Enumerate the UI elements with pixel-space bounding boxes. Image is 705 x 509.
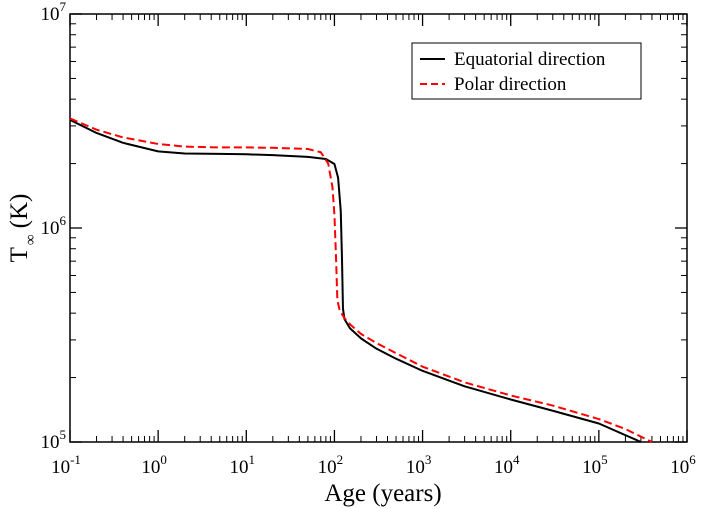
series-layer (69, 117, 653, 443)
x-tick-base: 10 (230, 457, 249, 478)
y-axis-label-main: T (6, 247, 33, 262)
y-axis-label: T ∞ (K) (6, 194, 39, 263)
x-tick-exponent: 2 (337, 452, 344, 467)
x-tick-label: 106 (670, 452, 696, 478)
y-axis-label-unit: (K) (6, 194, 33, 229)
x-tick-exponent: 4 (513, 452, 520, 467)
y-tick-base: 10 (41, 4, 60, 25)
x-tick-labels: 10-1 100 101 102 103 104 105 106 (51, 452, 696, 478)
svg-text:T∞(K): T ∞ (K) (6, 194, 39, 263)
minor-ticks (70, 14, 687, 442)
x-tick-label: 10-1 (51, 452, 81, 478)
x-tick-exponent: 1 (249, 452, 256, 467)
x-tick-label: 101 (230, 452, 255, 478)
x-tick-exponent: 0 (160, 452, 167, 467)
y-tick-label: 105 (41, 427, 67, 453)
x-tick-label: 102 (318, 452, 344, 478)
y-tick-label: 106 (41, 213, 67, 239)
x-tick-base: 10 (406, 457, 425, 478)
legend-label-polar: Polar direction (454, 74, 567, 95)
series-line-equatorial (69, 119, 642, 443)
x-axis-label: Age (years) (324, 480, 441, 507)
major-ticks (69, 13, 688, 443)
x-tick-exponent: 5 (601, 452, 608, 467)
x-tick-base: 10 (494, 457, 513, 478)
y-tick-exponent: 7 (60, 0, 67, 14)
x-tick-base: 10 (670, 457, 689, 478)
series-line-polar (69, 117, 653, 443)
x-tick-base: 10 (318, 457, 337, 478)
legend: Equatorial direction Polar direction (411, 42, 642, 100)
x-tick-label: 105 (582, 452, 608, 478)
x-tick-base: 10 (141, 457, 160, 478)
x-tick-base: 10 (51, 457, 70, 478)
x-tick-base: 10 (582, 457, 601, 478)
x-tick-exponent: 6 (689, 452, 696, 467)
x-tick-label: 103 (406, 452, 432, 478)
y-tick-exponent: 5 (60, 427, 67, 442)
y-tick-base: 10 (41, 432, 60, 453)
y-tick-base: 10 (41, 218, 60, 239)
y-tick-label: 107 (41, 0, 67, 25)
x-tick-exponent: 3 (425, 452, 432, 467)
legend-label-equatorial: Equatorial direction (454, 49, 606, 70)
y-tick-exponent: 6 (60, 213, 67, 228)
legend-box (411, 42, 642, 100)
x-tick-label: 104 (494, 452, 520, 478)
x-tick-exponent: -1 (70, 452, 81, 467)
y-axis-label-sub: ∞ (23, 234, 39, 245)
x-tick-label: 100 (141, 452, 167, 478)
